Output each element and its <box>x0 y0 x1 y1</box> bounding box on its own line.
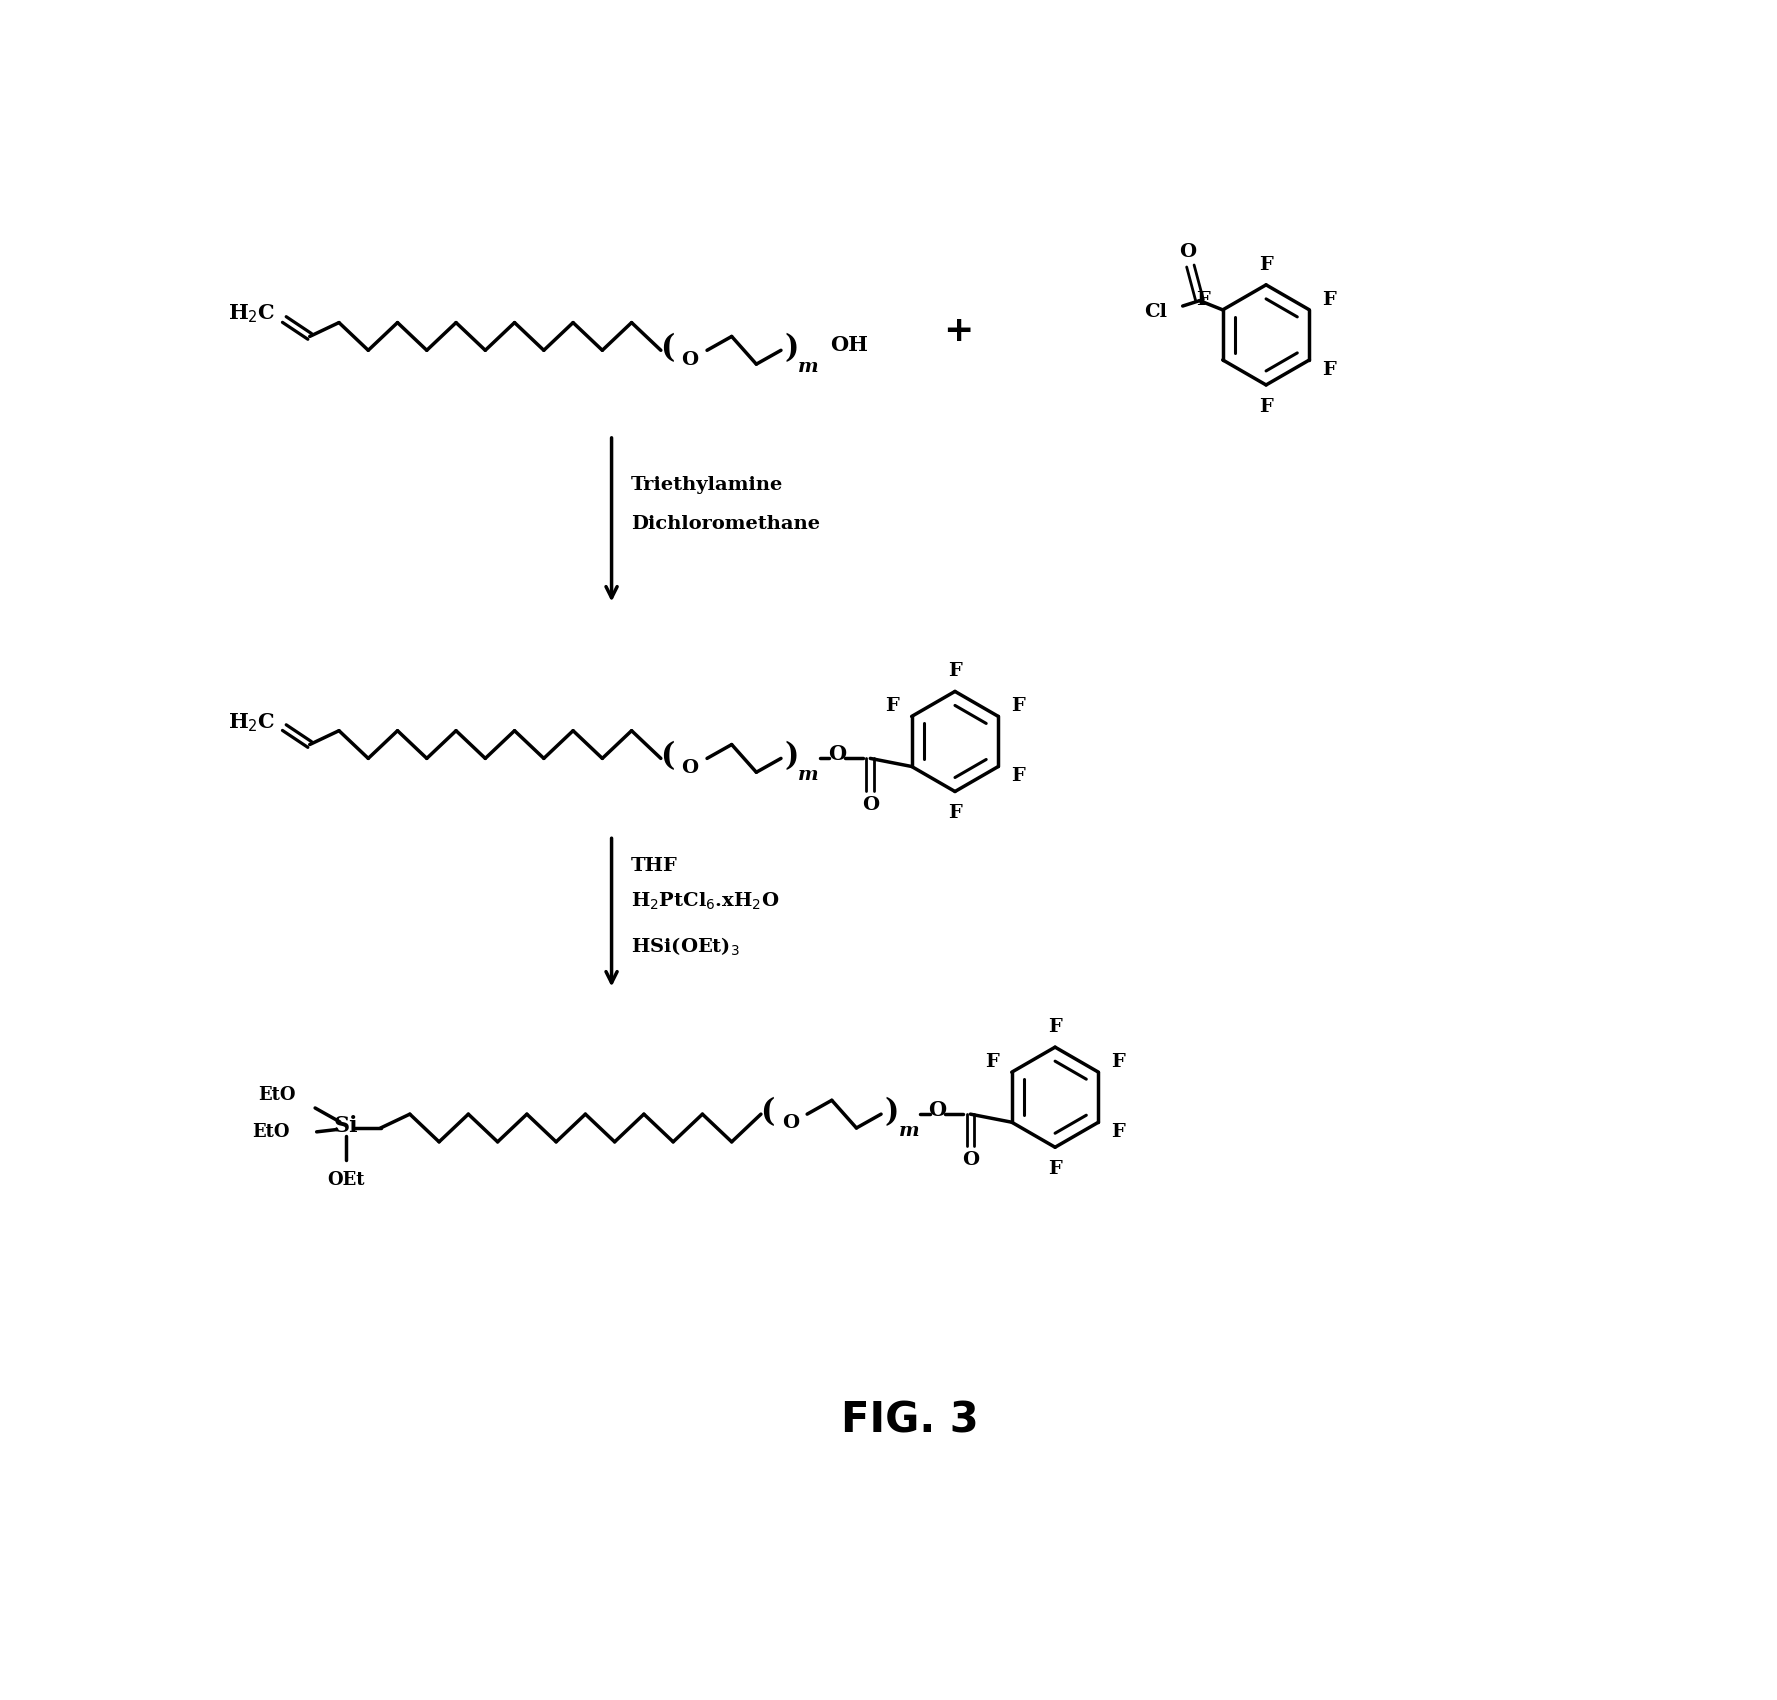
Text: ): ) <box>785 333 800 364</box>
Text: (: ( <box>761 1096 775 1129</box>
Text: m: m <box>899 1122 919 1141</box>
Text: O: O <box>782 1115 800 1132</box>
Text: F: F <box>1322 360 1336 379</box>
Text: F: F <box>1011 767 1025 785</box>
Text: (: ( <box>659 333 673 364</box>
Text: F: F <box>1048 1018 1063 1035</box>
Text: m: m <box>798 767 819 784</box>
Text: F: F <box>1011 697 1025 716</box>
Text: F: F <box>1112 1054 1125 1071</box>
Text: H$_2$C: H$_2$C <box>227 303 275 325</box>
Text: +: + <box>944 314 974 348</box>
Text: F: F <box>1260 255 1272 274</box>
Text: F: F <box>984 1054 999 1071</box>
Text: O: O <box>928 1100 947 1120</box>
Text: H$_2$PtCl$_6$.xH$_2$O: H$_2$PtCl$_6$.xH$_2$O <box>631 891 778 911</box>
Text: HSi(OEt)$_3$: HSi(OEt)$_3$ <box>631 937 739 959</box>
Text: OEt: OEt <box>327 1171 364 1190</box>
Text: F: F <box>949 804 961 823</box>
Text: F: F <box>1260 398 1272 415</box>
Text: F: F <box>1048 1159 1063 1178</box>
Text: Cl: Cl <box>1144 303 1167 321</box>
Text: Si: Si <box>334 1115 359 1137</box>
Text: ): ) <box>885 1096 899 1129</box>
Text: Dichloromethane: Dichloromethane <box>631 515 819 532</box>
Text: F: F <box>1196 291 1210 309</box>
Text: F: F <box>1322 291 1336 309</box>
Text: O: O <box>961 1151 979 1170</box>
Text: ): ) <box>785 741 800 772</box>
Text: H$_2$C: H$_2$C <box>227 711 275 733</box>
Text: O: O <box>828 745 846 763</box>
Text: (: ( <box>659 741 673 772</box>
Text: EtO: EtO <box>258 1086 295 1103</box>
Text: Triethylamine: Triethylamine <box>631 476 784 495</box>
Text: O: O <box>1178 243 1196 262</box>
Text: THF: THF <box>631 857 677 876</box>
Text: F: F <box>949 663 961 680</box>
Text: EtO: EtO <box>252 1124 290 1141</box>
Text: FIG. 3: FIG. 3 <box>842 1399 979 1442</box>
Text: OH: OH <box>830 335 869 355</box>
Text: O: O <box>862 796 880 814</box>
Text: F: F <box>1112 1124 1125 1141</box>
Text: m: m <box>798 359 819 376</box>
Text: F: F <box>885 697 899 716</box>
Text: O: O <box>682 758 698 777</box>
Text: O: O <box>682 350 698 369</box>
